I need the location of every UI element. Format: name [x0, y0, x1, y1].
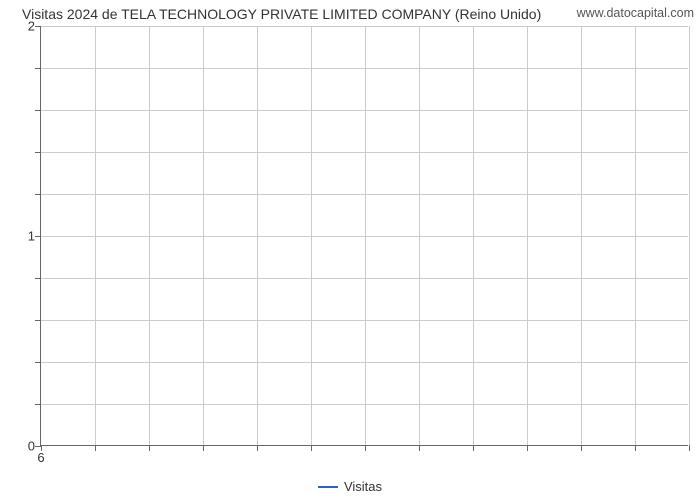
gridline-v: [419, 26, 420, 445]
xtick: [257, 445, 258, 451]
xtick: [581, 445, 582, 451]
xtick: [527, 445, 528, 451]
gridline-v: [95, 26, 96, 445]
xtick: [473, 445, 474, 451]
ytick-minor: [35, 194, 41, 195]
gridline-v: [311, 26, 312, 445]
gridline-v: [689, 26, 690, 445]
xtick: [203, 445, 204, 451]
gridline-v: [581, 26, 582, 445]
ytick-minor: [35, 320, 41, 321]
gridline-v: [257, 26, 258, 445]
gridline-v: [365, 26, 366, 445]
ytick: [35, 26, 41, 27]
xtick: [149, 445, 150, 451]
gridline-v: [635, 26, 636, 445]
ytick-minor: [35, 362, 41, 363]
gridline-v: [473, 26, 474, 445]
xtick: [365, 445, 366, 451]
ytick-minor: [35, 68, 41, 69]
chart-watermark: www.datocapital.com: [577, 6, 694, 20]
ytick-minor: [35, 404, 41, 405]
ytick-label: 0: [19, 439, 35, 454]
xtick: [95, 445, 96, 451]
ytick-minor: [35, 278, 41, 279]
plot-area: 0126: [40, 26, 688, 446]
ytick-label: 1: [19, 229, 35, 244]
ytick-label: 2: [19, 19, 35, 34]
xtick: [311, 445, 312, 451]
gridline-v: [149, 26, 150, 445]
ytick-minor: [35, 110, 41, 111]
ytick-minor: [35, 152, 41, 153]
xtick-label: 6: [37, 450, 44, 465]
ytick: [35, 236, 41, 237]
legend-swatch: [318, 486, 338, 488]
legend-label: Visitas: [344, 479, 382, 494]
xtick: [419, 445, 420, 451]
xtick: [635, 445, 636, 451]
gridline-v: [203, 26, 204, 445]
xtick: [689, 445, 690, 451]
chart-title: Visitas 2024 de TELA TECHNOLOGY PRIVATE …: [22, 6, 541, 22]
legend: Visitas: [0, 479, 700, 494]
gridline-v: [527, 26, 528, 445]
